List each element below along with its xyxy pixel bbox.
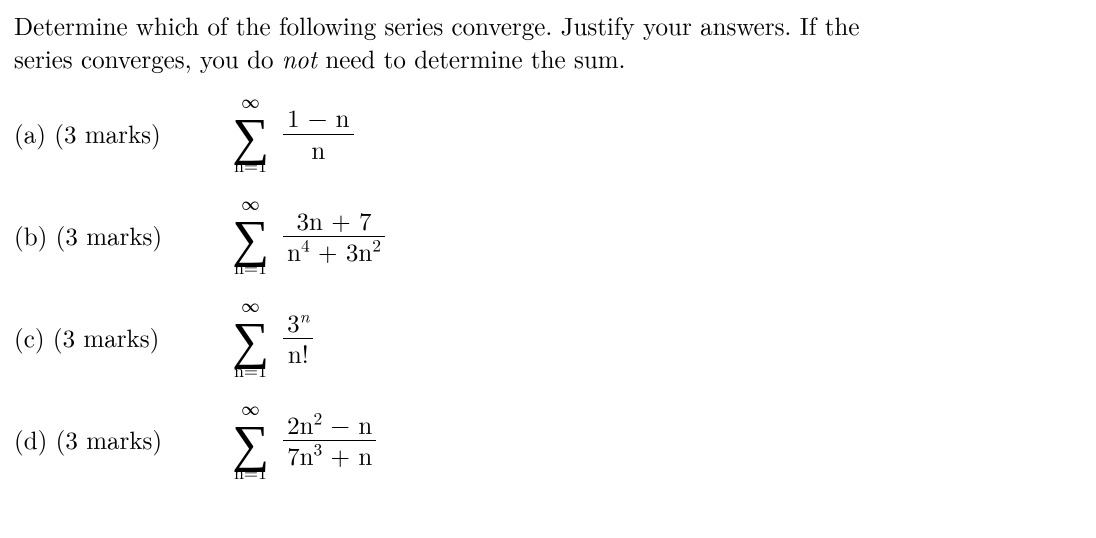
item-a: (a) (3 marks) ∞ ∑ n=1 1 − n n [14,93,1078,175]
instructions: Determine which of the following series … [14,10,1078,75]
instructions-italic-not: not [282,41,317,76]
items-list: (a) (3 marks) ∞ ∑ n=1 1 − n n (b) (3 mar… [14,93,1078,482]
sigma-b-symbol: ∑ [232,213,269,257]
sigma-b: ∞ ∑ n=1 [232,195,269,277]
frac-c-num-exp: n [300,303,310,328]
instructions-line-2-pre: series converges, you do [14,41,282,76]
page: Determine which of the following series … [0,0,1096,538]
frac-b-den-b-exp: 2 [372,232,381,257]
sigma-b-lower: n=1 [234,259,267,277]
sigma-c: ∞ ∑ n=1 [232,297,269,379]
fraction-c-denominator: n! [284,339,313,367]
fraction-d: 2n2 − n 7n3 + n [283,412,376,470]
frac-c-num-base: 3 [287,305,300,340]
sigma-a: ∞ ∑ n=1 [232,93,269,175]
sigma-a-lower: n=1 [234,157,267,175]
sigma-d-lower: n=1 [234,464,267,482]
frac-d-den-a-exp: 3 [313,437,322,462]
fraction-b: 3n + 7 n4 + 3n2 [283,208,385,266]
frac-b-den-a-exp: 4 [301,232,310,257]
instructions-line-1: Determine which of the following series … [14,10,1078,43]
frac-d-num-a: 2n [287,407,313,442]
instructions-line-2-post: need to determine the sum. [317,41,626,76]
fraction-d-numerator: 2n2 − n [283,412,376,440]
frac-d-den-a: 7n [287,438,313,473]
fraction-a: 1 − n n [283,105,354,163]
sigma-c-lower: n=1 [234,362,267,380]
fraction-b-denominator: n4 + 3n2 [283,237,385,265]
sigma-a-symbol: ∑ [232,111,269,155]
frac-d-num-a-exp: 2 [313,406,322,431]
item-b: (b) (3 marks) ∞ ∑ n=1 3n + 7 n4 + 3n2 [14,195,1078,277]
item-a-label: (a) (3 marks) [14,118,224,151]
item-d-label: (d) (3 marks) [14,424,224,457]
sigma-d-symbol: ∑ [232,418,269,462]
sigma-c-symbol: ∑ [232,315,269,359]
fraction-a-numerator: 1 − n [283,105,354,133]
fraction-a-denominator: n [307,135,329,163]
frac-b-den-a: n [287,234,301,269]
frac-b-den-mid: + 3n [310,234,373,269]
fraction-c: 3n n! [283,310,313,368]
item-d: (d) (3 marks) ∞ ∑ n=1 2n2 − n 7n3 + n [14,400,1078,482]
fraction-c-numerator: 3n [283,310,313,338]
fraction-d-denominator: 7n3 + n [283,441,376,469]
sigma-d: ∞ ∑ n=1 [232,400,269,482]
frac-d-num-rest: − n [322,407,372,442]
item-b-label: (b) (3 marks) [14,220,224,253]
instructions-line-2: series converges, you do not need to det… [14,43,1078,76]
item-c: (c) (3 marks) ∞ ∑ n=1 3n n! [14,297,1078,379]
frac-d-den-rest: + n [322,438,372,473]
item-c-label: (c) (3 marks) [14,322,224,355]
